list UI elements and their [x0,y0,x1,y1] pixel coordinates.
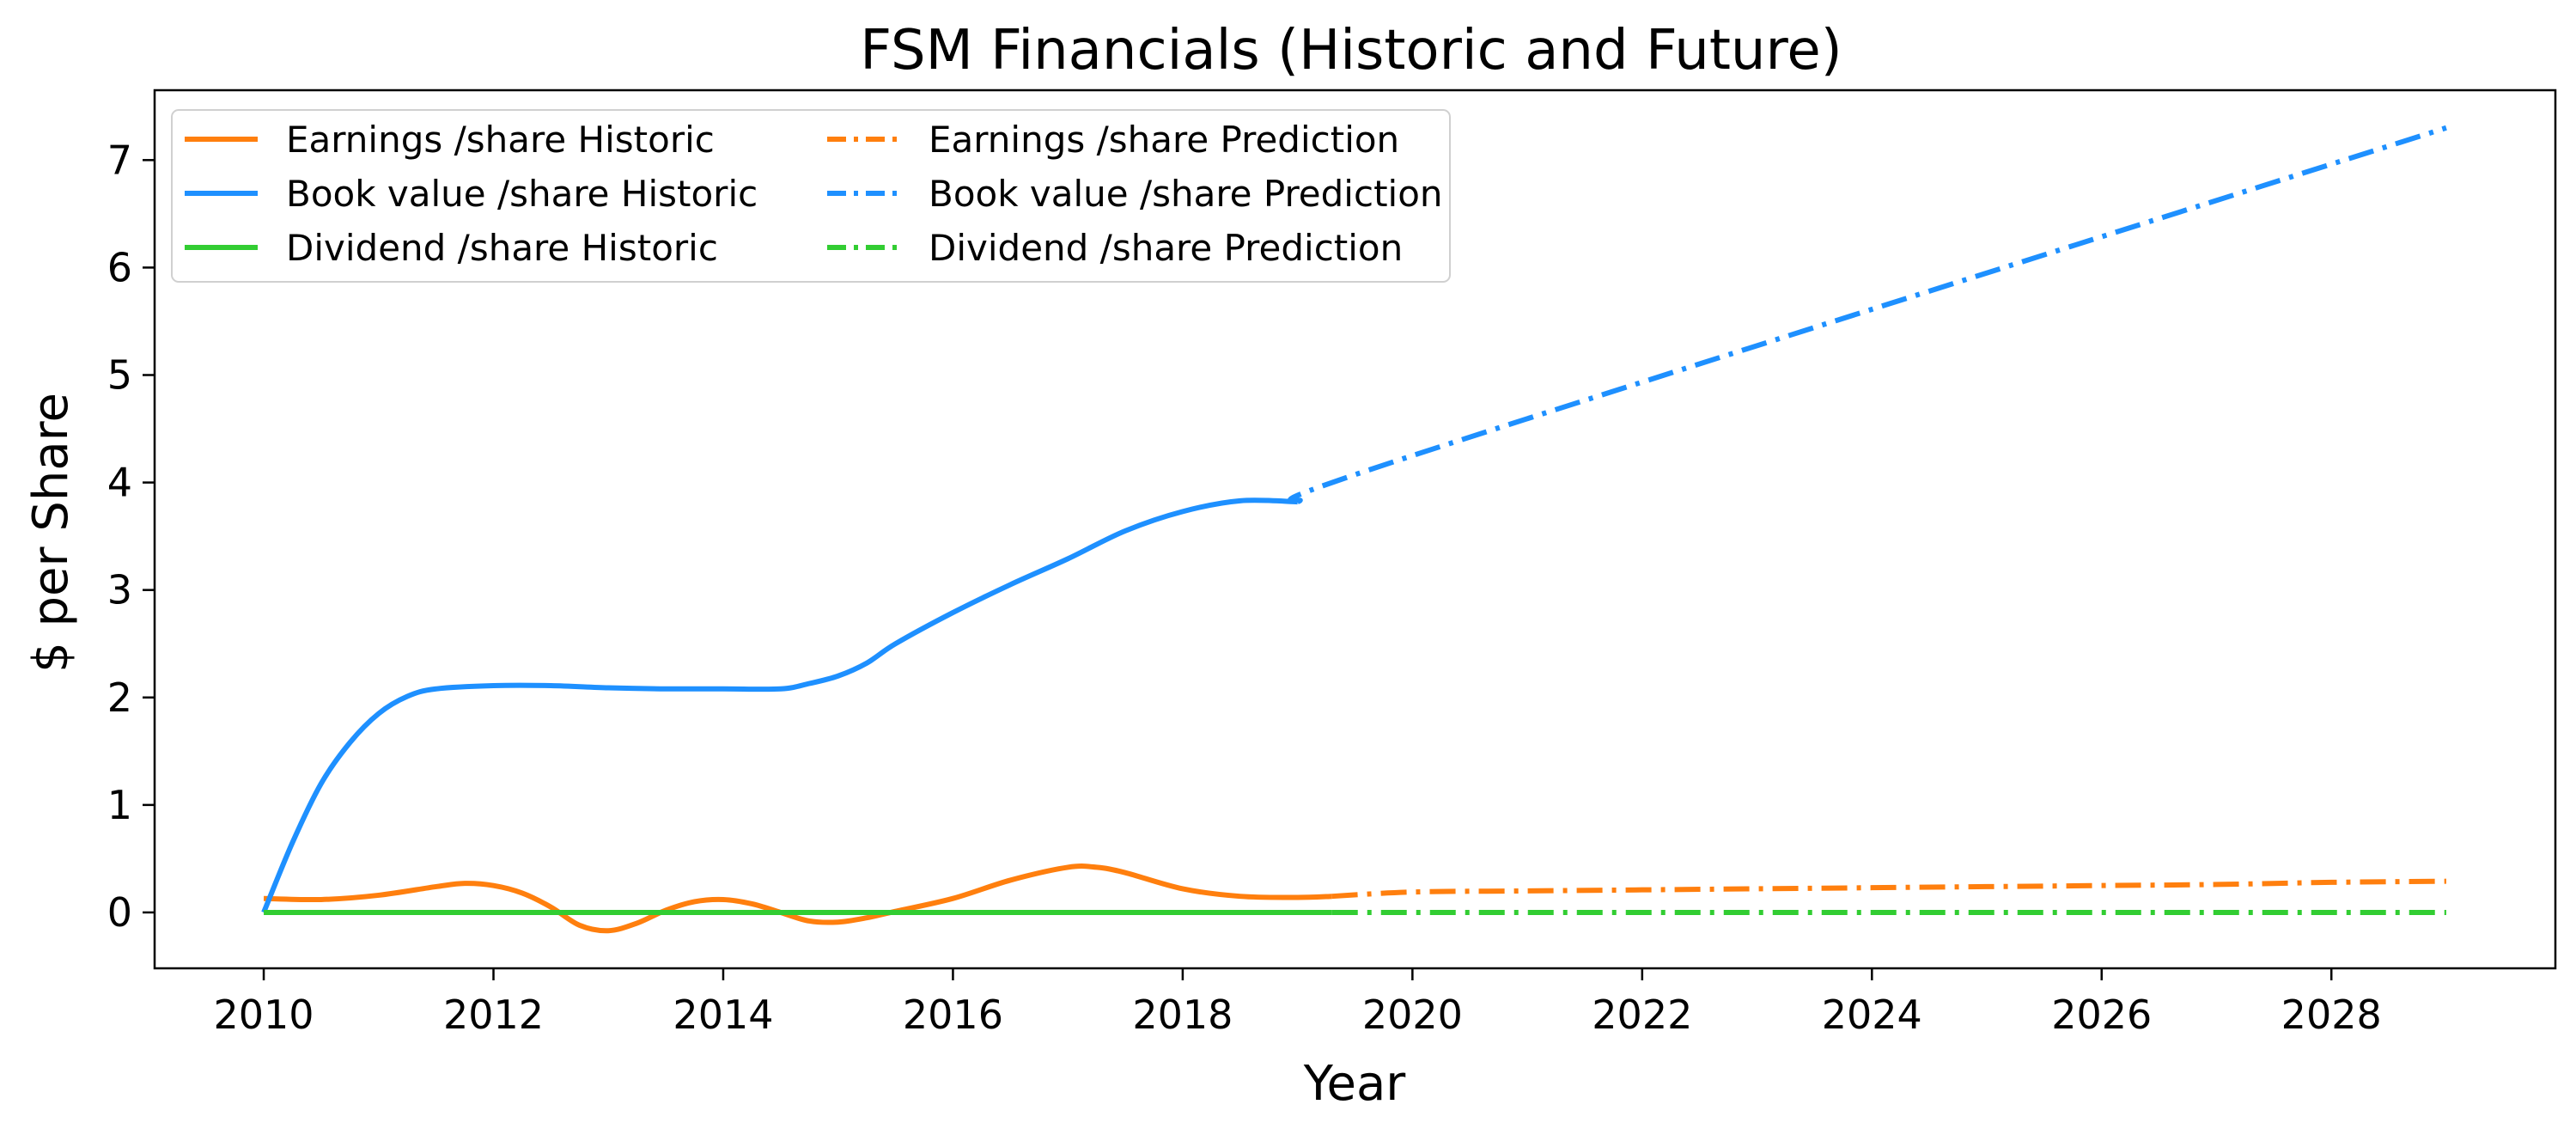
y-tick-label: 5 [107,351,132,398]
legend-frame [171,109,1451,283]
x-tick-label: 2010 [214,992,314,1038]
series-layer [261,125,2447,934]
x-axis-ticks: 2010 2012 2014 2016 2018 2020 2022 2024 2026 2028 [214,968,2382,1038]
series-line-earnings-share-prediction [1331,878,2446,900]
y-axis-ticks: 0 1 2 3 4 5 6 7 [107,137,155,936]
x-tick-label: 2028 [2281,992,2382,1038]
x-tick-label: 2020 [1362,992,1463,1038]
x-tick-label: 2022 [1592,992,1692,1038]
x-tick-label: 2014 [673,992,773,1038]
legend-label-earnings-share-historic: Earnings /share Historic [286,119,715,161]
legend-label-book-value-share-prediction: Book value /share Prediction [929,173,1443,215]
x-tick-label: 2018 [1132,992,1233,1038]
legend-label-dividend-share-prediction: Dividend /share Prediction [929,227,1403,269]
x-tick-label: 2016 [903,992,1003,1038]
series-line-book-value-share-historic [261,497,1298,914]
legend-label-book-value-share-historic: Book value /share Historic [286,173,758,215]
y-axis-label: $ per Share [23,393,79,673]
plot-area-frame [153,88,2557,970]
chart-title: FSM Financials (Historic and Future) [860,19,1842,82]
y-tick-label: 3 [107,567,132,613]
legend-label-dividend-share-historic: Dividend /share Historic [286,227,718,269]
y-tick-label: 4 [107,460,132,506]
chart-legend: Earnings /share Historic Book value /shar… [171,109,1451,283]
legend-label-earnings-share-prediction: Earnings /share Prediction [929,119,1399,161]
series-line-book-value-share-prediction [1288,125,2447,504]
x-axis-label: Year [1303,1056,1407,1112]
x-tick-label: 2026 [2051,992,2152,1038]
y-tick-label: 1 [107,782,132,828]
y-tick-label: 0 [107,889,132,936]
series-line-earnings-share-historic [263,863,1332,934]
x-tick-label: 2012 [443,992,544,1038]
y-tick-label: 6 [107,244,132,290]
x-tick-label: 2024 [1822,992,1922,1038]
y-tick-label: 7 [107,137,132,183]
y-tick-label: 2 [107,674,132,721]
